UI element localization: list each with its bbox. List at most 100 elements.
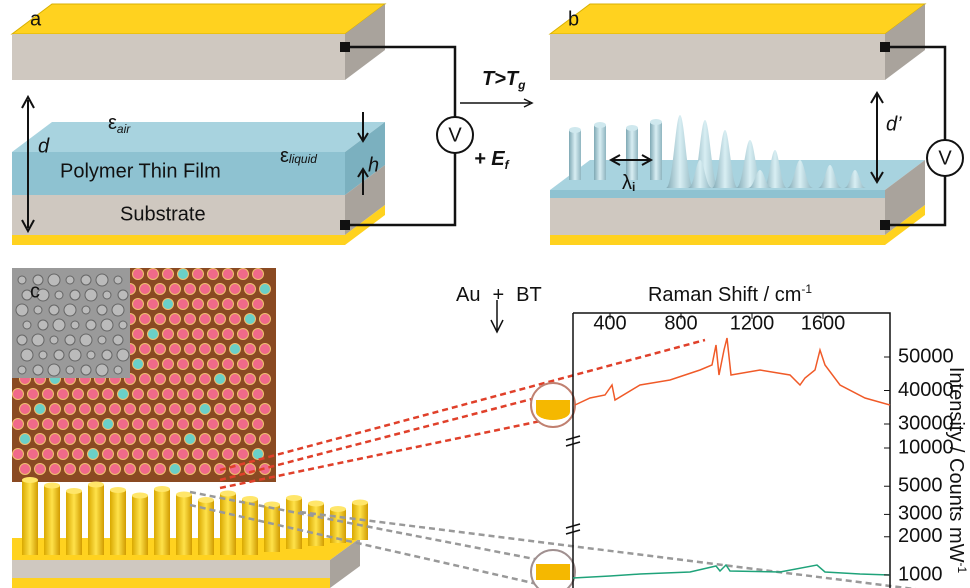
dot	[222, 418, 234, 430]
dot	[229, 313, 241, 325]
dot	[207, 358, 219, 370]
dot	[177, 358, 189, 370]
y-tick-label: 5000	[898, 475, 943, 497]
text: T>T	[482, 68, 520, 90]
permittivity: εliquid	[280, 145, 317, 167]
spectrum-line	[572, 563, 891, 579]
sem-dot	[37, 319, 49, 331]
dot	[147, 328, 159, 340]
dot	[229, 283, 241, 295]
sem-dot	[112, 334, 124, 346]
sem-dot	[33, 305, 43, 315]
dot	[199, 403, 211, 415]
dot	[162, 388, 174, 400]
sem-dot	[53, 349, 65, 361]
arrow	[490, 300, 504, 334]
sem-dot	[96, 304, 108, 316]
sem-dot	[95, 273, 109, 287]
dot	[79, 433, 91, 445]
arrowhead	[523, 98, 534, 108]
sem-dot	[69, 289, 81, 301]
plate	[550, 34, 885, 80]
hill	[844, 170, 866, 188]
gold-pillar	[44, 485, 60, 555]
sem-dot	[52, 318, 66, 332]
terminal	[340, 220, 350, 230]
dot	[169, 463, 181, 475]
dot	[72, 448, 84, 460]
gold-pillar-top	[220, 490, 236, 497]
dot	[177, 448, 189, 460]
sem-dot	[54, 290, 64, 300]
text: + E	[474, 148, 505, 170]
dot	[19, 403, 31, 415]
hill	[748, 170, 772, 188]
dot	[192, 358, 204, 370]
dot	[252, 448, 264, 460]
dot	[57, 418, 69, 430]
pillar-top	[569, 127, 581, 133]
gold-pillar-top	[132, 492, 148, 499]
voltmeter	[436, 116, 474, 154]
dot	[229, 433, 241, 445]
dot	[207, 418, 219, 430]
dot	[19, 433, 31, 445]
dot	[27, 418, 39, 430]
dot	[139, 283, 151, 295]
dot	[184, 343, 196, 355]
gap-label: d	[38, 135, 50, 157]
sem-dot	[65, 365, 75, 375]
dot	[154, 433, 166, 445]
gold-pillar-top	[308, 500, 324, 507]
dot	[34, 463, 46, 475]
hill	[666, 115, 694, 188]
pillar-top	[626, 125, 638, 131]
dot	[214, 433, 226, 445]
gold-pillar	[198, 500, 214, 555]
dot	[12, 418, 24, 430]
dot	[124, 433, 136, 445]
plate-side	[885, 4, 925, 80]
x-tick-label: 1200	[730, 312, 775, 334]
dot	[162, 268, 174, 280]
gold-pillar	[220, 493, 236, 555]
dot	[252, 268, 264, 280]
dot	[207, 448, 219, 460]
dot	[162, 448, 174, 460]
substrate-side	[885, 160, 925, 235]
y-tick-label: 1000	[898, 563, 943, 585]
sem-dot	[85, 319, 97, 331]
dot	[244, 403, 256, 415]
dot	[139, 433, 151, 445]
spectrum-line	[574, 337, 891, 406]
substrate-side	[345, 165, 385, 235]
sem-dot	[65, 275, 75, 285]
dot	[42, 418, 54, 430]
gold-pillar	[110, 490, 126, 555]
cap	[536, 564, 570, 580]
dot	[147, 268, 159, 280]
dot	[184, 433, 196, 445]
dot	[177, 328, 189, 340]
hill	[787, 160, 813, 188]
substrate	[12, 195, 345, 235]
cap	[536, 400, 570, 420]
deposition: Au + BT	[456, 284, 542, 306]
sem-dot	[97, 335, 107, 345]
dot	[132, 448, 144, 460]
dot	[94, 403, 106, 415]
dot	[192, 268, 204, 280]
dot	[252, 298, 264, 310]
gold-pillar	[22, 480, 38, 555]
dot	[42, 388, 54, 400]
panel-label: b	[568, 8, 579, 30]
dot	[207, 388, 219, 400]
dot	[57, 388, 69, 400]
dot	[184, 313, 196, 325]
dot	[222, 388, 234, 400]
arrowheads	[21, 94, 35, 234]
x-tick-label: 400	[593, 312, 626, 334]
dot	[34, 433, 46, 445]
sem-dot	[86, 350, 96, 360]
dot	[64, 463, 76, 475]
